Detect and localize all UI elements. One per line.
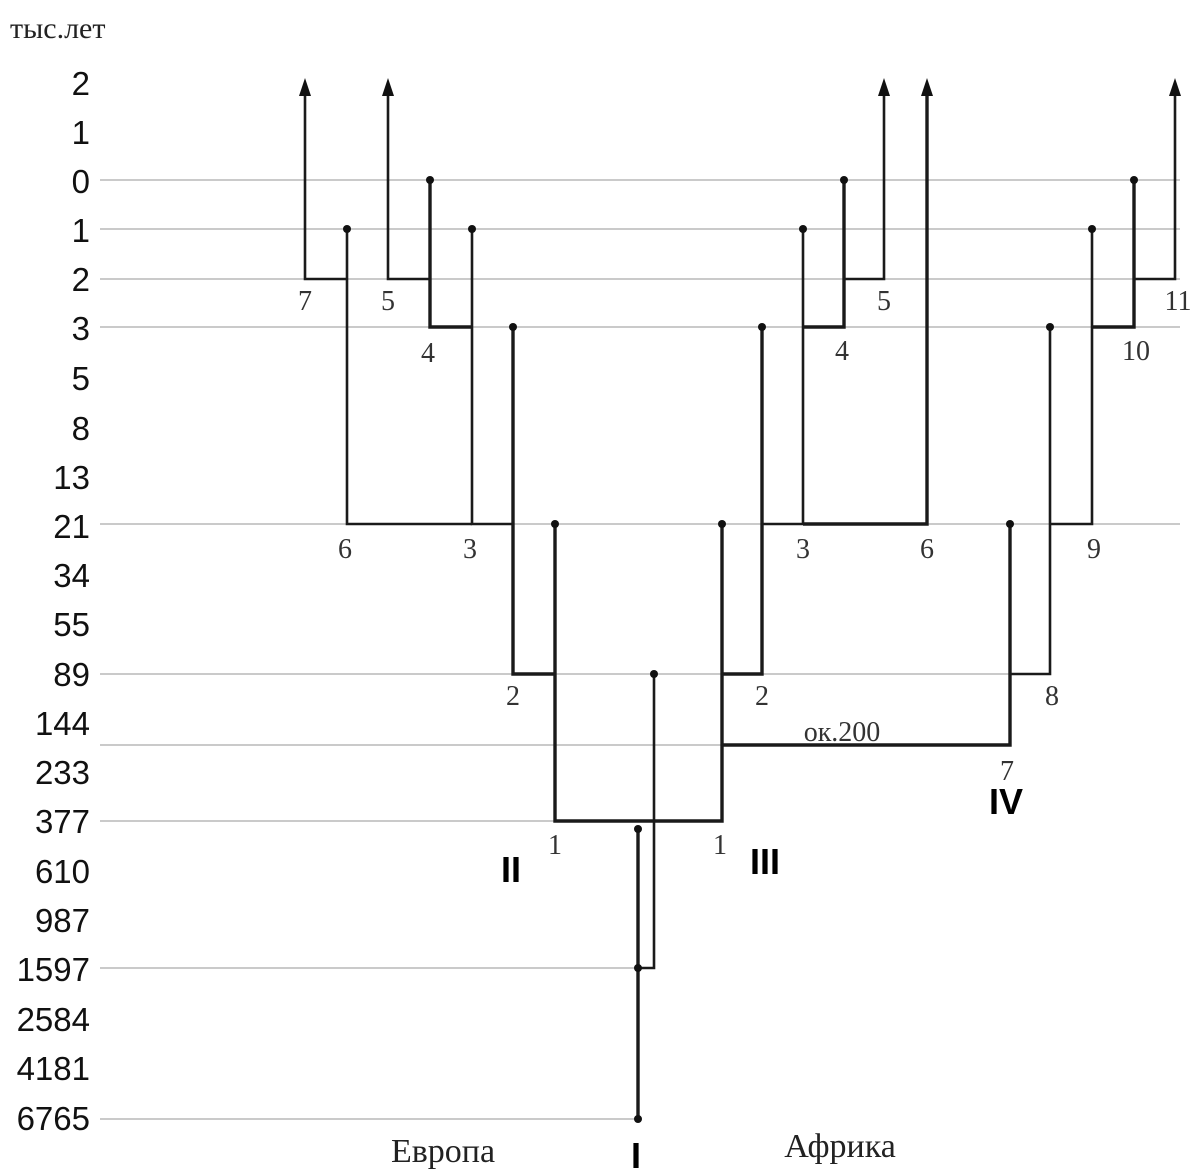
- tree-line: [303, 90, 347, 281]
- tick-label: 377: [35, 803, 90, 840]
- tick-label: 1: [72, 114, 90, 151]
- node-label: 10: [1122, 336, 1150, 367]
- branch-label-iii: III: [750, 841, 780, 882]
- axis-unit-label: тыс.лет: [10, 12, 105, 45]
- age-annotation: ок.200: [804, 717, 881, 748]
- arrow-head: [878, 78, 890, 96]
- tree-line: [511, 327, 555, 676]
- node-label: 11: [1165, 286, 1192, 317]
- node-label: 3: [796, 534, 810, 565]
- main-split: [553, 524, 724, 823]
- node-label: 3: [463, 534, 477, 565]
- tree-line: [1092, 180, 1136, 329]
- tick-label: 55: [53, 606, 90, 643]
- tree-line: [722, 327, 764, 676]
- region-label-africa: Африка: [784, 1128, 896, 1165]
- tree-line: [1134, 90, 1177, 281]
- africa-lineage: [722, 78, 933, 676]
- node-dot: [634, 825, 642, 833]
- node-dot: [426, 176, 434, 184]
- tick-label: 987: [35, 902, 90, 939]
- tick-label: 2: [72, 65, 90, 102]
- node-dot: [758, 323, 766, 331]
- tree-line: [844, 90, 886, 281]
- node-dot: [509, 323, 517, 331]
- node-dot: [799, 225, 807, 233]
- tick-label: 144: [35, 705, 90, 742]
- tick-label: 1: [72, 212, 90, 249]
- arrow-head: [1169, 78, 1181, 96]
- tree-line: [803, 180, 846, 329]
- node-dot: [634, 964, 642, 972]
- node-label: 9: [1087, 534, 1101, 565]
- arrow-head: [299, 78, 311, 96]
- node-labels: 7 5 4 6 3 2 1 1 2 3 6 4 5 7 8 9 10 11: [298, 286, 1191, 861]
- node-label: 7: [1000, 756, 1014, 787]
- node-label: 5: [381, 286, 395, 317]
- tree-line: [428, 180, 472, 329]
- node-label: 6: [920, 534, 934, 565]
- tree-line: [803, 90, 929, 526]
- node-dot: [1130, 176, 1138, 184]
- node-dot: [1006, 520, 1014, 528]
- tree-line: [386, 90, 430, 281]
- node-dot: [1088, 225, 1096, 233]
- node-dot: [343, 225, 351, 233]
- node-dot: [634, 1115, 642, 1123]
- tick-label: 3: [72, 310, 90, 347]
- root-trunk: [634, 670, 658, 1123]
- node-dot: [718, 520, 726, 528]
- tick-label: 2: [72, 261, 90, 298]
- branch-iv-lineage: [722, 78, 1181, 747]
- node-label: 1: [713, 830, 727, 861]
- node-label: 8: [1045, 681, 1059, 712]
- tick-label: 6765: [17, 1100, 90, 1137]
- node-label: 5: [877, 286, 891, 317]
- axis-tick-labels: 2 1 0 1 2 3 5 8 13 21 34 55 89 144 233 3…: [17, 65, 90, 1137]
- branch-label-ii: II: [501, 849, 521, 890]
- node-dot: [1046, 323, 1054, 331]
- tree-line: [722, 524, 1012, 747]
- node-label: 2: [506, 681, 520, 712]
- tick-label: 34: [53, 557, 90, 594]
- tick-label: 2584: [17, 1001, 90, 1038]
- tick-label: 8: [72, 410, 90, 447]
- grid-lines: [100, 179, 1180, 1120]
- tick-label: 0: [72, 163, 90, 200]
- node-label: 2: [755, 681, 769, 712]
- branch-label-i: I: [631, 1135, 641, 1171]
- tick-label: 4181: [17, 1050, 90, 1087]
- tick-label: 13: [53, 459, 90, 496]
- tick-label: 233: [35, 754, 90, 791]
- node-label: 6: [338, 534, 352, 565]
- node-dot: [650, 670, 658, 678]
- node-label: 4: [421, 338, 435, 369]
- node-dot: [468, 225, 476, 233]
- branch-label-iv: IV: [989, 781, 1023, 822]
- node-dot: [551, 520, 559, 528]
- trunk-side-branch: [638, 674, 656, 970]
- node-label: 7: [298, 286, 312, 317]
- arrow-head: [921, 78, 933, 96]
- region-label-europe: Европа: [391, 1133, 495, 1170]
- node-label: 4: [835, 336, 849, 367]
- arrow-head: [382, 78, 394, 96]
- europe-lineage: [299, 78, 555, 676]
- tick-label: 610: [35, 853, 90, 890]
- tick-label: 1597: [17, 951, 90, 988]
- tick-label: 5: [72, 360, 90, 397]
- tick-label: 21: [53, 508, 90, 545]
- tree-line: [1050, 229, 1094, 526]
- tree-line: [470, 229, 513, 526]
- node-dot: [840, 176, 848, 184]
- tick-label: 89: [53, 656, 90, 693]
- tree-line: [345, 229, 472, 526]
- tree-line: [1010, 327, 1052, 676]
- node-label: 1: [548, 830, 562, 861]
- tree-line: [762, 229, 805, 526]
